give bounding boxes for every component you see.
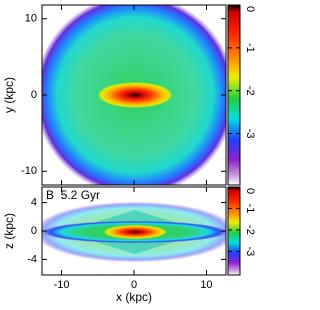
y-axis-label: y (kpc) [2, 77, 16, 113]
x-tick-label: 0 [131, 279, 137, 291]
y-tick-label: 0 [31, 89, 37, 101]
x-tick-label: -10 [54, 279, 70, 291]
colorbar-tick-label: 0 [244, 6, 256, 12]
colorbar-tick-label: -2 [244, 86, 256, 96]
colorbar-tick-label: 0 [244, 188, 256, 194]
y-tick-label: -10 [21, 165, 37, 177]
density-map-top [42, 5, 226, 185]
x-tick-label: 10 [200, 279, 212, 291]
colorbar [227, 4, 241, 186]
density-map-bottom [42, 202, 226, 262]
y-tick-label: 10 [25, 13, 37, 25]
y-axis-label: z (kpc) [2, 213, 16, 249]
colorbar-tick-label: -2 [244, 225, 256, 235]
colorbar-tick-label: -1 [244, 43, 256, 53]
annotation: B 5.2 Gyr [46, 188, 100, 202]
x-axis-label: x (kpc) [116, 290, 152, 304]
colorbar-tick-label: -3 [244, 129, 256, 139]
y-tick-label: 0 [31, 225, 37, 237]
colorbar [227, 186, 241, 276]
colorbar-tick-label: -1 [244, 204, 256, 214]
y-tick-label: 4 [31, 197, 37, 209]
y-tick-label: -4 [27, 253, 37, 265]
colorbar-tick-label: -3 [244, 246, 256, 256]
